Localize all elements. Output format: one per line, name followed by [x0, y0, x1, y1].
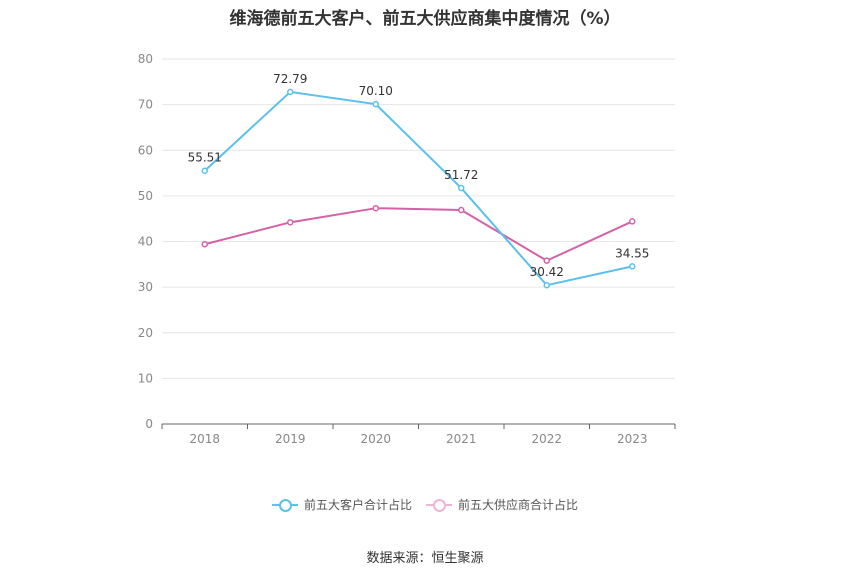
series-line-customers: [204, 90, 633, 287]
data-label: 70.10: [359, 84, 393, 98]
x-tick-label: 2022: [531, 432, 562, 446]
data-point-suppliers: [287, 219, 294, 226]
data-point-customers: [543, 281, 550, 289]
y-tick-label: 0: [145, 417, 153, 431]
data-label: 51.72: [444, 168, 478, 182]
data-point-customers: [629, 263, 636, 270]
data-point-suppliers: [629, 218, 636, 225]
x-tick-label: 2018: [189, 432, 220, 446]
x-tick-label: 2023: [617, 432, 648, 446]
data-point-suppliers: [201, 240, 208, 248]
y-tick-label: 50: [138, 189, 153, 203]
y-tick-label: 60: [138, 143, 153, 157]
x-tick-label: 2019: [275, 432, 306, 446]
data-point-suppliers: [372, 204, 379, 212]
legend-label-suppliers: 前五大供应商合计占比: [458, 498, 579, 512]
data-label: 30.42: [530, 265, 564, 279]
y-tick-label: 70: [138, 98, 153, 112]
data-source: 数据来源：恒生聚源: [366, 551, 484, 566]
y-tick-label: 40: [138, 235, 153, 249]
data-label: 72.79: [273, 72, 307, 86]
data-label: 34.55: [615, 246, 649, 260]
x-tick-label: 2020: [360, 432, 391, 446]
data-point-customers: [201, 167, 208, 174]
data-point-customers: [372, 100, 379, 108]
legend-item-customers[interactable]: 前五大客户合计占比: [271, 496, 412, 513]
y-tick-label: 10: [138, 371, 153, 385]
y-tick-label: 30: [138, 280, 153, 294]
chart-legend: 前五大客户合计占比 前五大供应商合计占比: [0, 496, 850, 513]
series-line-suppliers: [204, 207, 633, 262]
data-point-customers: [287, 88, 294, 96]
legend-marker-customers: [271, 498, 298, 512]
data-point-suppliers: [458, 206, 465, 214]
chart-title: 维海德前五大客户、前五大供应商集中度情况（%）: [229, 9, 621, 29]
data-point-customers: [458, 184, 465, 192]
y-tick-label: 80: [138, 52, 153, 66]
legend-marker-suppliers: [426, 498, 452, 512]
y-tick-label: 20: [138, 326, 153, 340]
data-label: 55.51: [188, 151, 222, 165]
data-point-suppliers: [543, 257, 550, 264]
legend-label-customers: 前五大客户合计占比: [303, 498, 412, 512]
x-tick-label: 2021: [446, 432, 477, 446]
legend-item-suppliers[interactable]: 前五大供应商合计占比: [426, 496, 578, 513]
